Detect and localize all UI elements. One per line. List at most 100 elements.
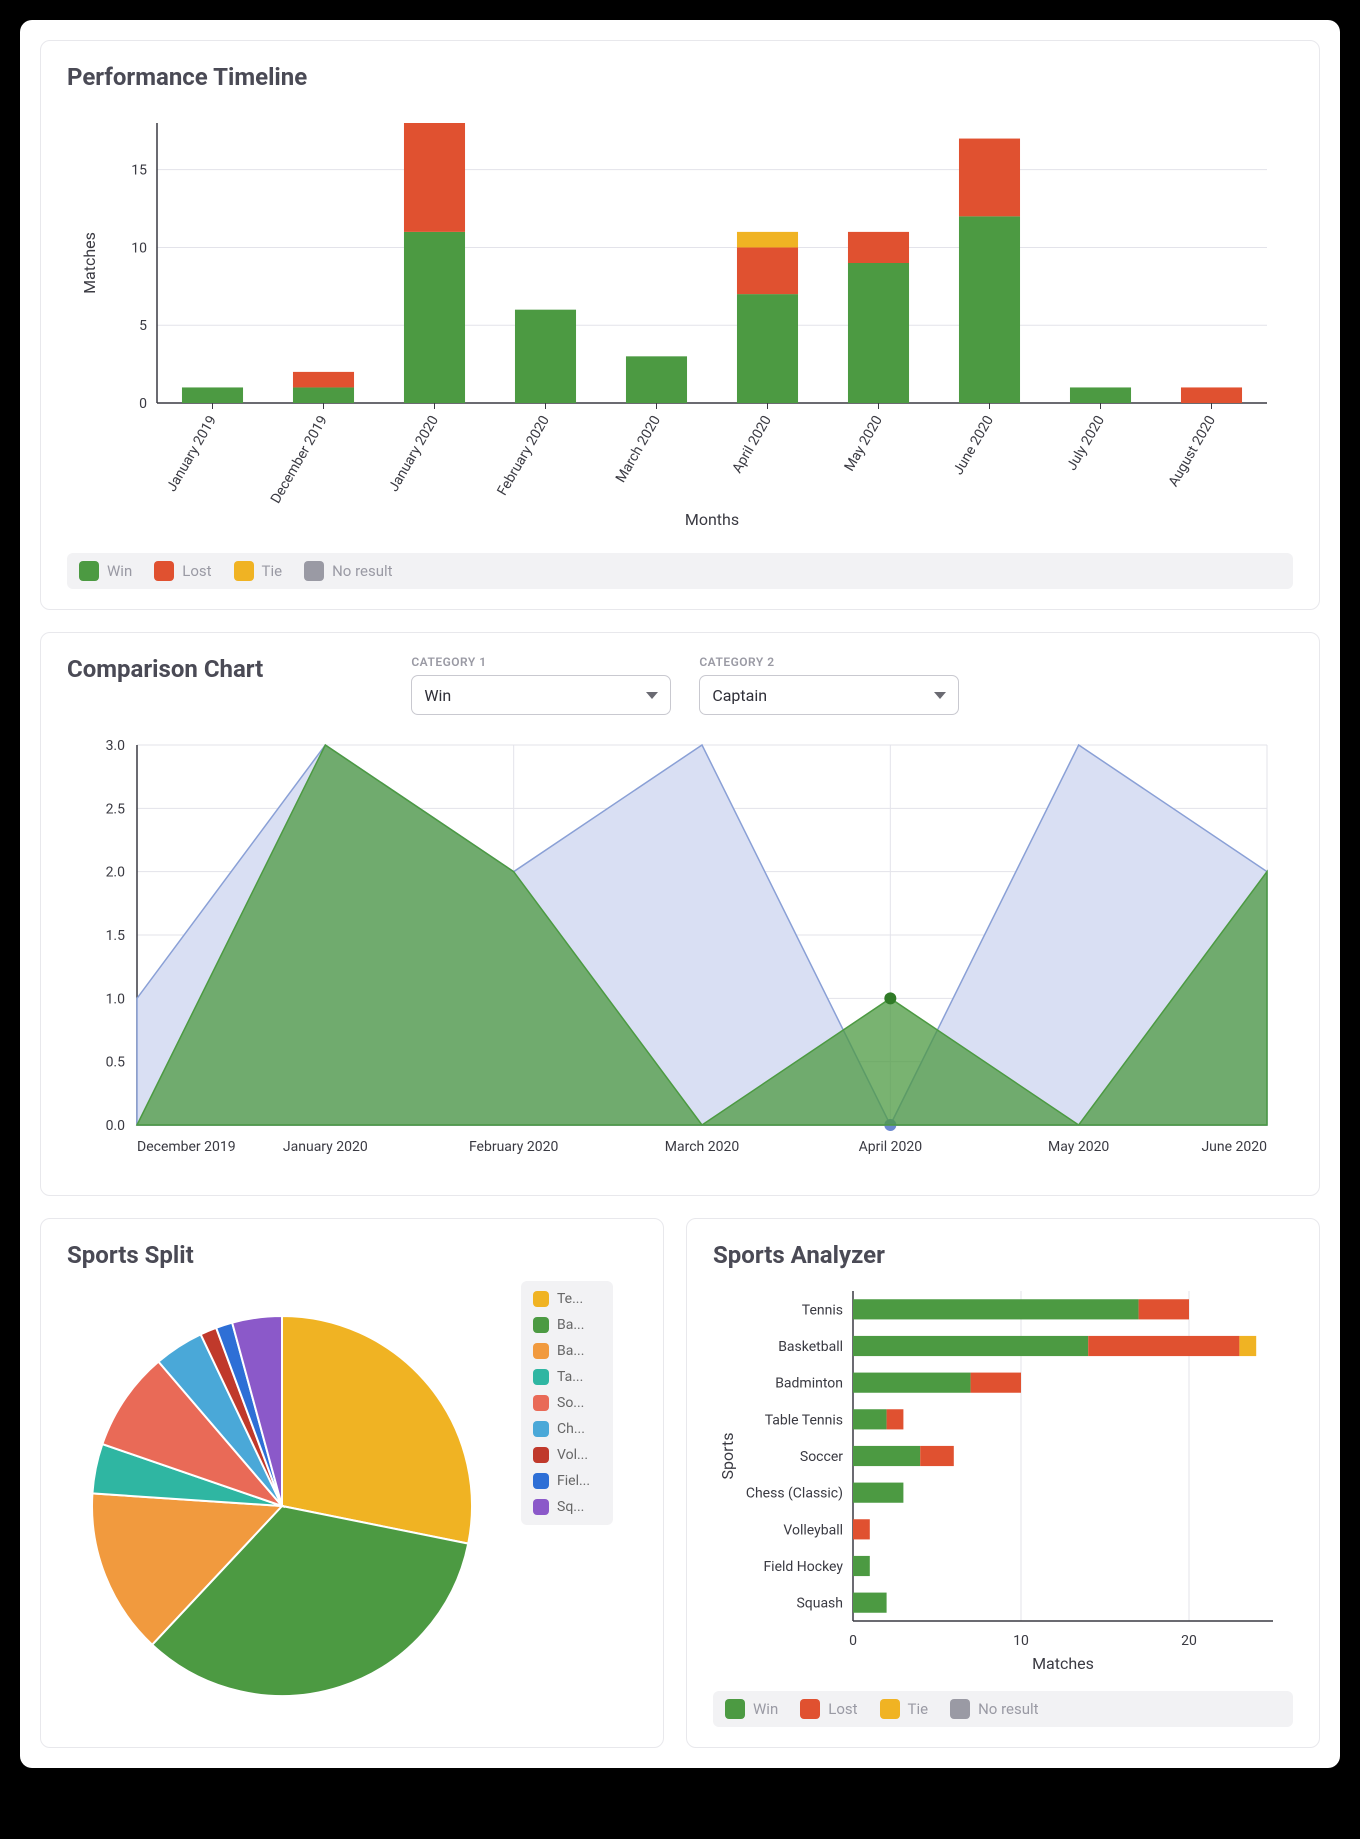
svg-text:March 2020: March 2020 bbox=[665, 1139, 740, 1155]
svg-text:Sports: Sports bbox=[718, 1433, 737, 1480]
pie-legend-item[interactable]: Sq... bbox=[533, 1499, 601, 1515]
sports-analyzer-card: Sports Analyzer 01020TennisBasketballBad… bbox=[686, 1218, 1320, 1748]
legend-lost-label: Lost bbox=[828, 1700, 857, 1718]
svg-text:January 2020: January 2020 bbox=[283, 1139, 368, 1155]
sports-split-title: Sports Split bbox=[67, 1241, 637, 1269]
legend-noresult-label: No result bbox=[332, 562, 392, 580]
pie-legend-label: Ba... bbox=[557, 1343, 601, 1359]
sports-analyzer-title: Sports Analyzer bbox=[713, 1241, 1293, 1269]
comparison-chart: 0.00.51.01.52.02.53.0December 2019Januar… bbox=[67, 715, 1287, 1175]
pie-legend-item[interactable]: Te... bbox=[533, 1291, 601, 1307]
pie-legend-label: Sq... bbox=[557, 1499, 601, 1515]
pie-legend-label: Fiel... bbox=[557, 1473, 601, 1489]
legend-win-label: Win bbox=[107, 562, 132, 580]
svg-text:0.5: 0.5 bbox=[106, 1055, 126, 1071]
swatch-icon bbox=[533, 1317, 549, 1333]
svg-text:Squash: Squash bbox=[796, 1596, 843, 1612]
legend-lost[interactable]: Lost bbox=[800, 1699, 857, 1719]
category2-label: CATEGORY 2 bbox=[699, 655, 959, 669]
svg-text:Field Hockey: Field Hockey bbox=[763, 1559, 843, 1575]
svg-text:January 2020: January 2020 bbox=[386, 413, 442, 495]
svg-text:10: 10 bbox=[131, 240, 147, 256]
pie-legend-label: So... bbox=[557, 1395, 601, 1411]
category1-group: CATEGORY 1 Win bbox=[411, 655, 671, 715]
svg-text:Basketball: Basketball bbox=[778, 1339, 843, 1355]
sports-split-legend: Te... Ba... Ba... Ta... So... Ch... Vol... Fiel… bbox=[521, 1281, 613, 1525]
swatch-icon bbox=[533, 1343, 549, 1359]
swatch-icon bbox=[533, 1447, 549, 1463]
svg-text:5: 5 bbox=[139, 318, 147, 334]
legend-noresult[interactable]: No result bbox=[304, 561, 392, 581]
svg-text:June 2020: June 2020 bbox=[950, 413, 997, 478]
category2-group: CATEGORY 2 Captain bbox=[699, 655, 959, 715]
pie-legend-item[interactable]: So... bbox=[533, 1395, 601, 1411]
svg-text:Tennis: Tennis bbox=[802, 1302, 843, 1318]
comparison-card: Comparison Chart CATEGORY 1 Win CATEGORY… bbox=[40, 632, 1320, 1196]
pie-legend-item[interactable]: Ba... bbox=[533, 1343, 601, 1359]
pie-legend-item[interactable]: Ch... bbox=[533, 1421, 601, 1437]
analyzer-legend: Win Lost Tie No result bbox=[713, 1691, 1293, 1727]
pie-legend-item[interactable]: Ta... bbox=[533, 1369, 601, 1385]
pie-legend-item[interactable]: Fiel... bbox=[533, 1473, 601, 1489]
legend-lost[interactable]: Lost bbox=[154, 561, 211, 581]
legend-win[interactable]: Win bbox=[79, 561, 132, 581]
bottom-row: Sports Split Te... Ba... Ba... Ta... So... Ch… bbox=[40, 1218, 1320, 1748]
legend-tie-label: Tie bbox=[262, 562, 283, 580]
swatch-icon bbox=[533, 1291, 549, 1307]
legend-win[interactable]: Win bbox=[725, 1699, 778, 1719]
svg-text:Table Tennis: Table Tennis bbox=[765, 1412, 843, 1428]
svg-text:August 2020: August 2020 bbox=[1166, 413, 1219, 490]
svg-text:Soccer: Soccer bbox=[800, 1449, 843, 1465]
legend-win-label: Win bbox=[753, 1700, 778, 1718]
svg-text:December 2019: December 2019 bbox=[137, 1139, 236, 1155]
swatch-icon bbox=[533, 1369, 549, 1385]
svg-text:Matches: Matches bbox=[1032, 1654, 1094, 1673]
comparison-title: Comparison Chart bbox=[67, 655, 263, 683]
svg-text:Badminton: Badminton bbox=[775, 1376, 843, 1392]
swatch-icon bbox=[533, 1395, 549, 1411]
pie-legend-item[interactable]: Ba... bbox=[533, 1317, 601, 1333]
legend-noresult-label: No result bbox=[978, 1700, 1038, 1718]
sports-split-body: Te... Ba... Ba... Ta... So... Ch... Vol... Fiel… bbox=[67, 1281, 637, 1711]
pie-legend-label: Ba... bbox=[557, 1317, 601, 1333]
svg-text:2.5: 2.5 bbox=[106, 801, 126, 817]
svg-text:0: 0 bbox=[139, 396, 147, 412]
dashboard: Performance Timeline 051015January 2019D… bbox=[20, 20, 1340, 1768]
svg-text:July 2020: July 2020 bbox=[1064, 413, 1108, 473]
category1-value: Win bbox=[424, 686, 451, 705]
chevron-down-icon bbox=[934, 692, 946, 699]
legend-noresult[interactable]: No result bbox=[950, 1699, 1038, 1719]
category2-select[interactable]: Captain bbox=[699, 675, 959, 715]
swatch-icon bbox=[533, 1421, 549, 1437]
legend-tie-label: Tie bbox=[908, 1700, 929, 1718]
svg-text:1.0: 1.0 bbox=[106, 991, 126, 1007]
sports-split-chart bbox=[67, 1281, 497, 1711]
svg-text:April 2020: April 2020 bbox=[859, 1139, 923, 1155]
svg-text:April 2020: April 2020 bbox=[729, 413, 775, 476]
svg-text:May 2020: May 2020 bbox=[1048, 1139, 1109, 1155]
pie-legend-label: Ch... bbox=[557, 1421, 601, 1437]
category2-value: Captain bbox=[712, 686, 767, 705]
svg-text:Chess (Classic): Chess (Classic) bbox=[746, 1486, 843, 1502]
category1-label: CATEGORY 1 bbox=[411, 655, 671, 669]
svg-text:December 2019: December 2019 bbox=[268, 413, 331, 506]
sports-analyzer-chart: 01020TennisBasketballBadmintonTable Tenn… bbox=[713, 1281, 1293, 1681]
comparison-header: Comparison Chart CATEGORY 1 Win CATEGORY… bbox=[67, 655, 1293, 715]
category1-select[interactable]: Win bbox=[411, 675, 671, 715]
pie-legend-label: Ta... bbox=[557, 1369, 601, 1385]
legend-tie[interactable]: Tie bbox=[234, 561, 283, 581]
svg-text:May 2020: May 2020 bbox=[841, 413, 886, 474]
legend-tie[interactable]: Tie bbox=[880, 1699, 929, 1719]
pie-legend-item[interactable]: Vol... bbox=[533, 1447, 601, 1463]
svg-text:0.0: 0.0 bbox=[106, 1118, 126, 1134]
pie-legend-label: Vol... bbox=[557, 1447, 601, 1463]
pie-legend-label: Te... bbox=[557, 1291, 601, 1307]
svg-text:0: 0 bbox=[849, 1633, 857, 1649]
svg-text:Matches: Matches bbox=[80, 232, 99, 294]
svg-text:March 2020: March 2020 bbox=[613, 413, 664, 486]
swatch-icon bbox=[533, 1499, 549, 1515]
svg-text:10: 10 bbox=[1013, 1633, 1029, 1649]
svg-text:June 2020: June 2020 bbox=[1201, 1139, 1267, 1155]
svg-text:15: 15 bbox=[131, 163, 147, 179]
svg-text:February 2020: February 2020 bbox=[469, 1139, 559, 1155]
